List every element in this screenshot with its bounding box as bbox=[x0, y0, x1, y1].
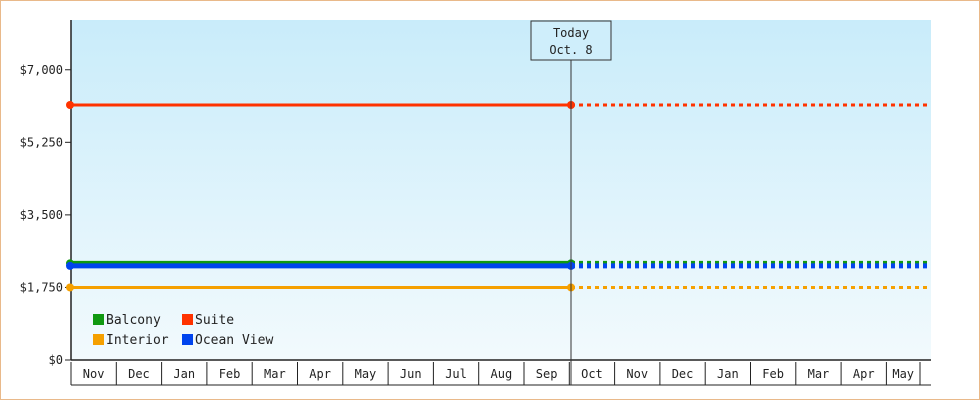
today-box bbox=[530, 20, 612, 61]
legend-entry: Balcony bbox=[106, 313, 161, 328]
month-label: Mar bbox=[264, 367, 286, 381]
month-label: Sep bbox=[536, 367, 558, 381]
legend-entry: Ocean View bbox=[195, 333, 273, 348]
series-point-start bbox=[66, 101, 74, 109]
legend-swatch bbox=[93, 314, 104, 325]
legend: Balcony Suite Interior Ocean View bbox=[93, 313, 273, 348]
month-label: Dec bbox=[672, 367, 694, 381]
month-label: Jan bbox=[717, 367, 739, 381]
y-tick-label: $3,500 bbox=[20, 208, 63, 222]
month-label: Jul bbox=[445, 367, 467, 381]
month-label: Jan bbox=[173, 367, 195, 381]
y-tick-label: $1,750 bbox=[20, 280, 63, 294]
x-axis: Nov Dec Jan Feb Mar Apr May Jun Jul Aug Sep Oct Nov D… bbox=[70, 359, 931, 386]
month-label: Feb bbox=[762, 367, 784, 381]
y-tick-label: $0 bbox=[49, 353, 63, 367]
legend-entry: Interior bbox=[106, 333, 169, 348]
month-label: Aug bbox=[491, 367, 513, 381]
y-axis: $0 $1,750 $3,500 $5,250 $7,000 bbox=[20, 20, 72, 367]
today-label: Today bbox=[553, 26, 589, 40]
series-point-start bbox=[66, 283, 74, 292]
legend-swatch bbox=[93, 334, 104, 345]
plot-background bbox=[71, 20, 931, 360]
y-tick-label: $5,250 bbox=[20, 135, 63, 149]
month-label: Dec bbox=[128, 367, 150, 381]
month-label: May bbox=[355, 367, 377, 381]
today-date: Oct. 8 bbox=[549, 43, 592, 57]
month-label: Apr bbox=[309, 367, 331, 381]
month-label: Nov bbox=[83, 367, 105, 381]
month-label: Mar bbox=[808, 367, 830, 381]
month-label: Apr bbox=[853, 367, 875, 381]
month-label: Nov bbox=[626, 367, 648, 381]
month-label: Oct bbox=[581, 367, 603, 381]
y-tick-label: $7,000 bbox=[20, 63, 63, 77]
series-point-start bbox=[66, 261, 74, 270]
today-marker: Today Oct. 8 bbox=[530, 20, 612, 385]
month-label: Jun bbox=[400, 367, 422, 381]
series-lines bbox=[66, 101, 928, 292]
month-label: May bbox=[892, 367, 914, 381]
legend-entry: Suite bbox=[195, 313, 234, 328]
legend-swatch bbox=[182, 334, 193, 345]
legend-swatch bbox=[182, 314, 193, 325]
month-label: Feb bbox=[219, 367, 241, 381]
